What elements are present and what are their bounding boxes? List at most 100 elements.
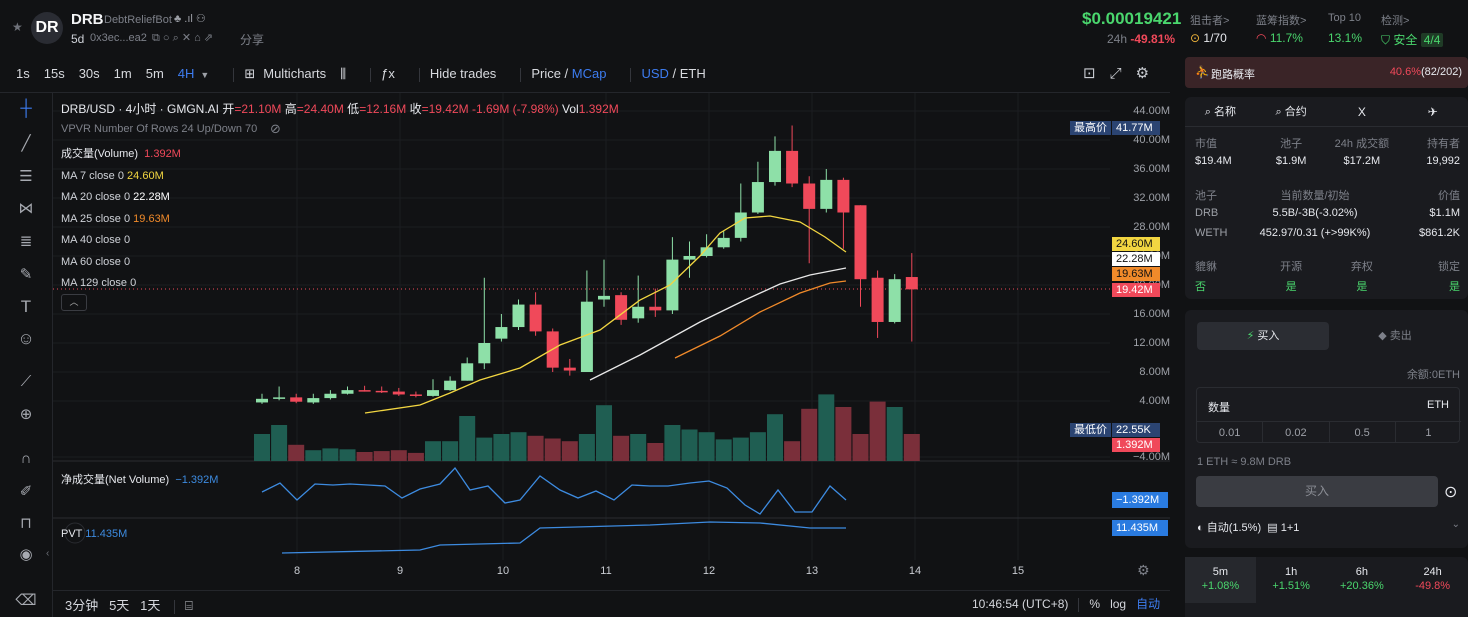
tab-x[interactable]: X bbox=[1357, 105, 1366, 119]
volume-tag: 1.392M bbox=[1112, 438, 1160, 452]
interval-1m[interactable]: 1m bbox=[113, 66, 132, 81]
amount-preset-button[interactable]: 1 bbox=[1425, 427, 1432, 439]
pool-value: $1.9M bbox=[1275, 155, 1307, 167]
trade-card: ⚡ 买入 ◆ 卖出 余额:0ETH 数量 ETH 0.01 0.02 0.5 1 1 … bbox=[1185, 310, 1468, 548]
zoom-in-icon[interactable]: ⊕ bbox=[19, 406, 33, 423]
stat-bluechip-label[interactable]: 蓝筹指数> bbox=[1256, 15, 1307, 27]
trash-icon[interactable]: ⌫ bbox=[15, 592, 37, 609]
volume-bar bbox=[852, 434, 869, 461]
tab-name[interactable]: ⌕ 名称 bbox=[1185, 97, 1256, 126]
opensource-label: 开源 bbox=[1280, 261, 1303, 273]
amount-preset-button[interactable]: 0.02 bbox=[1263, 422, 1330, 443]
interval-1s[interactable]: 1s bbox=[16, 66, 30, 81]
volume-bar bbox=[767, 414, 783, 461]
crosshair-icon[interactable]: ┼ bbox=[20, 100, 32, 117]
price-toggle[interactable]: Price bbox=[531, 66, 561, 81]
auto-slippage[interactable]: 自动(1.5%) bbox=[1206, 522, 1262, 534]
candle-body bbox=[273, 397, 286, 399]
perf-period-24h[interactable]: 24h -49.8% bbox=[1397, 557, 1468, 603]
volume-bar bbox=[664, 425, 681, 461]
screenshot-icon[interactable]: ⊡ bbox=[1083, 65, 1110, 82]
indicators-icon[interactable]: ƒx bbox=[381, 66, 395, 81]
perf-period-6h[interactable]: 6h +20.36% bbox=[1327, 557, 1398, 603]
add-chart-icon[interactable]: ⊞ bbox=[244, 66, 256, 81]
token-age: 5d bbox=[71, 32, 85, 46]
range-1d[interactable]: 1天 bbox=[140, 598, 161, 613]
settings-target-icon[interactable]: ⊙ bbox=[1444, 484, 1458, 501]
trendline-icon[interactable]: ╱ bbox=[21, 135, 31, 152]
fib-icon[interactable]: ≣ bbox=[19, 233, 33, 250]
magnet-icon[interactable]: ∩ bbox=[20, 450, 32, 467]
share-button[interactable]: 分享 bbox=[240, 33, 265, 47]
fullscreen-icon[interactable]: ⤢ bbox=[1109, 65, 1136, 82]
priority-ratio[interactable]: 1+1 bbox=[1280, 522, 1300, 534]
price-chart[interactable]: 8 9 10 11 12 13 14 15 bbox=[0, 0, 1170, 590]
emoji-icon[interactable]: ☺ bbox=[17, 329, 35, 348]
rug-probability-bar[interactable]: ⛹ 跑路概率 40.6%(82/202) bbox=[1185, 57, 1468, 88]
draw-lock-icon[interactable]: ✐ bbox=[19, 483, 33, 500]
perf-period-5m[interactable]: 5m +1.08% bbox=[1185, 557, 1256, 603]
tab-contract[interactable]: ⌕ 合约 bbox=[1256, 97, 1327, 126]
expand-chevron-down-icon[interactable]: ⌄ bbox=[1451, 519, 1460, 530]
mcap-toggle[interactable]: MCap bbox=[571, 66, 607, 81]
hide-trades-button[interactable]: Hide trades bbox=[429, 66, 497, 81]
time-axis-label: 11 bbox=[600, 565, 611, 577]
text-tool-icon[interactable]: T bbox=[20, 297, 32, 316]
candle-body bbox=[341, 390, 354, 394]
stat-snipers-label[interactable]: 狙击者> bbox=[1190, 15, 1230, 27]
range-3m[interactable]: 3分钟 bbox=[65, 598, 99, 613]
eth-toggle[interactable]: ETH bbox=[679, 66, 706, 81]
pool-col-label: 池子 bbox=[1195, 190, 1217, 202]
interval-5m[interactable]: 5m bbox=[145, 66, 164, 81]
volume-bar bbox=[613, 435, 630, 461]
stat-audit-label[interactable]: 检测> bbox=[1381, 15, 1410, 27]
visibility-eye-icon[interactable]: ◉ bbox=[19, 546, 33, 563]
multicharts-button[interactable]: Multicharts bbox=[263, 66, 327, 81]
lock-icon[interactable]: ⊓ bbox=[20, 515, 32, 532]
interval-4h[interactable]: 4H bbox=[177, 66, 195, 81]
settings-gear-icon[interactable]: ⚙ bbox=[1135, 65, 1164, 82]
amount-preset-button[interactable]: 0.5 bbox=[1330, 422, 1396, 443]
contract-address[interactable]: 0x3ec...ea2 bbox=[90, 32, 147, 44]
perf-period-1h[interactable]: 1h +1.51% bbox=[1256, 557, 1327, 603]
candle-body bbox=[751, 182, 764, 213]
stat-top10-label[interactable]: Top 10 bbox=[1328, 12, 1362, 24]
ma-label: MA 25 close 0 bbox=[61, 212, 131, 225]
buy-submit-button[interactable]: 买入 bbox=[1196, 476, 1438, 507]
auto-toggle[interactable]: 自动 bbox=[1136, 597, 1161, 611]
low-value: =12.16M bbox=[359, 102, 407, 116]
amount-preset-button[interactable]: 0.01 bbox=[1197, 422, 1264, 443]
range-5d[interactable]: 5天 bbox=[109, 598, 130, 613]
percent-toggle[interactable]: % bbox=[1089, 597, 1101, 611]
clock-time[interactable]: 10:46:54 (UTC+8) bbox=[972, 597, 1069, 611]
collapse-legend-icon[interactable]: ︿ bbox=[61, 294, 87, 311]
priority-icon: ▤ bbox=[1267, 522, 1278, 534]
interval-dropdown-icon[interactable]: ▼ bbox=[200, 70, 210, 80]
date-range-icon[interactable]: ⌸ bbox=[185, 598, 193, 613]
address-tools-icon[interactable]: ⧉ ○ ⌕ ✕ ⌂ ⇗ bbox=[152, 32, 214, 44]
high-price-tag: 最高价 bbox=[1070, 121, 1111, 135]
amount-box: 数量 ETH 0.01 0.02 0.5 1 bbox=[1196, 387, 1461, 443]
sell-tab[interactable]: ◆ 卖出 bbox=[1329, 322, 1461, 350]
favorite-star-icon[interactable]: ★ bbox=[12, 20, 23, 34]
tab-telegram[interactable]: ✈ bbox=[1427, 105, 1438, 119]
gauge-icon: ◠ bbox=[1256, 31, 1267, 45]
tag-icon: ◆ bbox=[1378, 330, 1387, 342]
axis-settings-icon[interactable]: ⚙ bbox=[1137, 562, 1150, 578]
hide-eye-icon[interactable]: ⊘ bbox=[270, 121, 281, 136]
log-toggle[interactable]: log bbox=[1110, 597, 1127, 611]
collapse-toolbar-icon[interactable]: ‹ bbox=[46, 548, 50, 559]
ruler-icon[interactable]: ⟋ bbox=[20, 373, 32, 390]
pattern-icon[interactable]: ⋈ bbox=[18, 200, 34, 217]
brush-icon[interactable]: ✎ bbox=[19, 266, 33, 283]
interval-15s[interactable]: 15s bbox=[43, 66, 65, 81]
usd-toggle[interactable]: USD bbox=[641, 66, 669, 81]
candle-type-icon[interactable]: ⫼ bbox=[340, 66, 347, 81]
interval-30s[interactable]: 30s bbox=[78, 66, 100, 81]
open-value: =21.10M bbox=[234, 102, 282, 116]
horizontal-lines-icon[interactable]: ☰ bbox=[19, 168, 33, 185]
close-label: 收 bbox=[409, 102, 422, 116]
buy-tab[interactable]: ⚡ 买入 bbox=[1197, 322, 1329, 350]
time-axis-label: 15 bbox=[1012, 565, 1024, 577]
run-icon: ⛹ bbox=[1195, 65, 1210, 79]
